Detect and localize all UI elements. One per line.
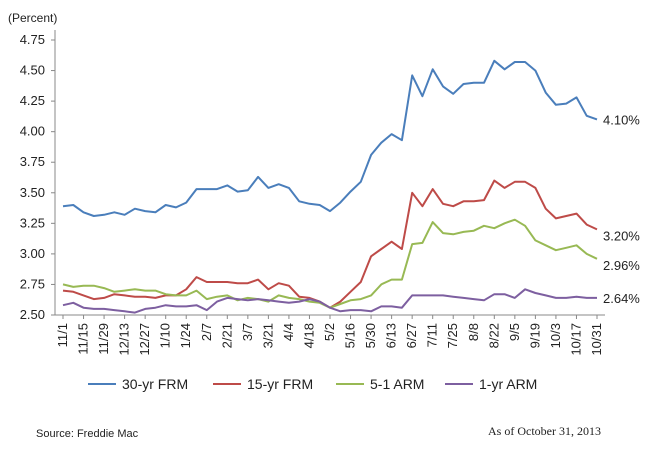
x-tick-label: 3/21 bbox=[260, 323, 275, 348]
as-of-note: As of October 31, 2013 bbox=[488, 424, 601, 438]
y-axis-title: (Percent) bbox=[8, 11, 57, 25]
x-tick-label: 2/21 bbox=[219, 323, 234, 348]
series-line-5-1-arm bbox=[62, 218, 598, 309]
source-note: Source: Freddie Mac bbox=[36, 428, 139, 440]
end-value-label: 3.20% bbox=[603, 228, 640, 243]
series-line-15-yr-frm bbox=[62, 179, 598, 309]
x-tick-label: 10/3 bbox=[548, 323, 563, 348]
y-tick-label: 4.75 bbox=[20, 32, 45, 47]
x-tick-label: 12/27 bbox=[137, 323, 152, 356]
y-tick-label: 3.00 bbox=[20, 246, 45, 261]
y-tick-label: 2.75 bbox=[20, 276, 45, 291]
x-tick-label: 6/13 bbox=[384, 323, 399, 348]
x-tick-label: 1/10 bbox=[158, 323, 173, 348]
end-value-label: 4.10% bbox=[603, 112, 640, 127]
x-tick-label: 9/5 bbox=[507, 323, 522, 341]
y-tick-label: 4.25 bbox=[20, 93, 45, 108]
x-tick-label: 6/27 bbox=[404, 323, 419, 348]
x-tick-label: 2/7 bbox=[199, 323, 214, 341]
y-tick-label: 4.00 bbox=[20, 124, 45, 139]
y-tick-label: 3.50 bbox=[20, 185, 45, 200]
x-tick-label: 8/8 bbox=[466, 323, 481, 341]
x-tick-label: 5/2 bbox=[322, 323, 337, 341]
x-tick-label: 8/22 bbox=[486, 323, 501, 348]
end-value-label: 2.96% bbox=[603, 258, 640, 273]
x-tick-label: 11/1 bbox=[55, 323, 70, 347]
y-tick-label: 3.75 bbox=[20, 154, 45, 169]
y-tick-label: 3.25 bbox=[20, 215, 45, 230]
legend-label: 30-yr FRM bbox=[122, 376, 188, 392]
x-tick-label: 9/19 bbox=[527, 323, 542, 348]
x-tick-label: 4/18 bbox=[301, 323, 316, 348]
x-tick-label: 7/25 bbox=[445, 323, 460, 348]
y-tick-label: 4.50 bbox=[20, 63, 45, 78]
x-tick-label: 11/15 bbox=[76, 323, 91, 355]
legend-label: 5-1 ARM bbox=[370, 376, 424, 392]
x-tick-label: 7/11 bbox=[425, 323, 440, 347]
x-tick-label: 11/29 bbox=[96, 323, 111, 355]
x-tick-label: 1/24 bbox=[178, 323, 193, 348]
x-tick-label: 3/7 bbox=[240, 323, 255, 341]
x-tick-label: 10/31 bbox=[589, 323, 604, 356]
x-tick-label: 5/16 bbox=[343, 323, 358, 348]
series-line-30-yr-frm bbox=[62, 59, 598, 217]
x-tick-label: 10/17 bbox=[568, 323, 583, 356]
x-tick-label: 5/30 bbox=[363, 323, 378, 348]
series-line-1-yr-arm bbox=[62, 288, 597, 314]
legend-label: 1-yr ARM bbox=[479, 376, 537, 392]
x-tick-label: 12/13 bbox=[117, 323, 132, 356]
end-value-label: 2.64% bbox=[603, 291, 640, 306]
y-tick-label: 2.50 bbox=[20, 307, 45, 322]
legend-label: 15-yr FRM bbox=[247, 376, 313, 392]
x-tick-label: 4/4 bbox=[281, 323, 296, 341]
